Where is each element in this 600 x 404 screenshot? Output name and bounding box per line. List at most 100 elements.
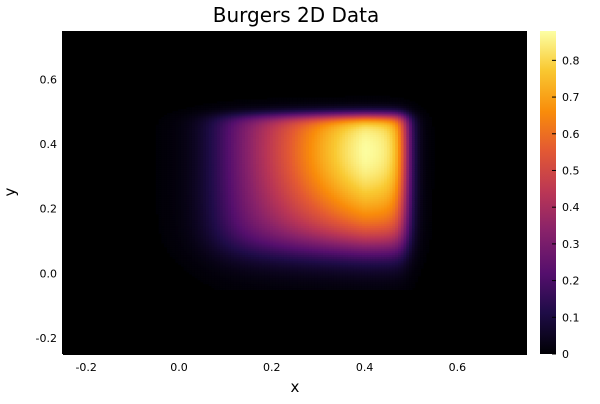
heatmap-cell [189,204,193,207]
heatmap-cell [225,209,229,213]
heatmap-cell [222,101,226,104]
heatmap-cell [300,271,304,275]
heatmap-cell [161,213,165,217]
heatmap-cell [169,219,174,223]
heatmap-cell [256,268,260,271]
heatmap-cell [228,206,232,209]
heatmap-cell [219,161,224,165]
heatmap-cell [278,202,282,205]
heatmap-cell [283,287,288,290]
heatmap-cell [214,227,218,230]
heatmap-cell [236,167,240,170]
heatmap-cell [281,122,285,126]
heatmap-cell [219,285,224,289]
heatmap-cell [272,153,277,157]
heatmap-cell [225,281,229,285]
heatmap-cell [281,260,285,263]
heatmap-cell [264,99,268,103]
heatmap-cell [172,221,176,225]
heatmap-cell [256,221,260,225]
heatmap-cell [178,192,182,196]
heatmap-cell [256,182,260,186]
heatmap-cell [222,109,226,112]
heatmap-cell [289,206,293,209]
heatmap-cell [292,281,296,285]
heatmap-cell [186,225,190,228]
heatmap-cell [267,132,271,135]
heatmap-cell [228,145,232,149]
heatmap-cell [247,254,252,258]
heatmap-cell [186,182,190,186]
heatmap-cell [191,116,196,120]
heatmap-cell [225,239,229,242]
heatmap-cell [281,204,285,207]
heatmap-cell [278,213,282,217]
heatmap-cell [261,242,265,246]
heatmap-cell [244,219,249,223]
heatmap-cell [200,153,204,157]
heatmap-cell [281,130,285,134]
heatmap-cell [253,225,257,228]
heatmap-cell [278,227,282,230]
heatmap-cell [180,113,185,116]
heatmap-cell [217,281,221,285]
heatmap-cell [236,209,240,213]
heatmap-cell [228,285,232,289]
heatmap-cell [303,246,307,250]
heatmap-cell [200,118,204,122]
heatmap-cell [289,111,293,114]
heatmap-cell [208,111,213,114]
heatmap-cell [236,122,240,126]
heatmap-cell [219,204,224,207]
heatmap-cell [281,264,285,267]
heatmap-cell [303,273,307,277]
heatmap-cell [258,283,263,287]
heatmap-cell [286,159,291,163]
heatmap-cell [289,208,293,211]
heatmap-cell [275,200,279,203]
heatmap-cell [297,194,302,197]
heatmap-cell [219,266,224,269]
heatmap-cell [178,157,182,161]
heatmap-cell [275,126,279,130]
heatmap-cell [178,208,182,211]
heatmap-cell [219,231,224,234]
heatmap-cell [233,275,238,279]
heatmap-cell [295,138,299,141]
heatmap-cell [166,221,171,225]
heatmap-cell [233,142,238,145]
heatmap-cell [183,260,188,263]
heatmap-cell [247,159,252,163]
heatmap-cell [203,225,207,228]
heatmap-cell [261,281,265,285]
heatmap-cell [219,130,224,134]
heatmap-cell [236,240,240,244]
heatmap-cell [278,126,282,130]
heatmap-cell [189,171,193,174]
heatmap-cell [172,215,176,219]
heatmap-cell [267,175,271,178]
heatmap-cell [272,208,277,211]
heatmap-cell [256,118,260,122]
heatmap-cell [292,211,296,215]
heatmap-cell [166,211,171,215]
heatmap-cell [230,155,235,159]
heatmap-cell [158,128,162,132]
heatmap-cell [189,184,193,188]
heatmap-cell [228,188,232,192]
heatmap-cell [166,138,171,141]
heatmap-cell [256,287,260,290]
heatmap-cell [247,122,252,126]
heatmap-cell [242,244,246,248]
heatmap-cell [300,219,304,223]
heatmap-cell [269,281,274,285]
heatmap-cell [189,126,193,130]
heatmap-cell [264,252,268,256]
heatmap-cell [155,180,160,184]
heatmap-cell [269,159,274,163]
heatmap-cell [269,268,274,271]
heatmap-cell [269,97,274,101]
heatmap-cell [306,244,310,248]
heatmap-cell [286,237,291,240]
heatmap-cell [183,200,188,203]
